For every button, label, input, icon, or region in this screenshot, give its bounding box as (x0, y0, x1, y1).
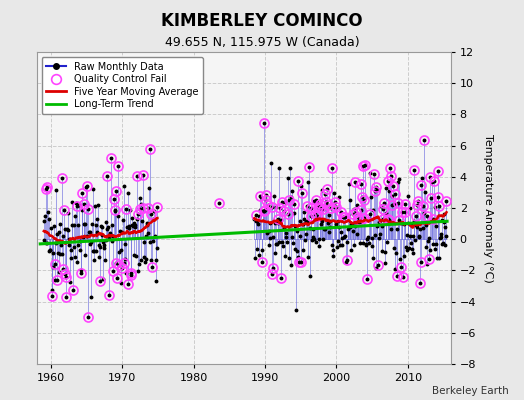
Legend: Raw Monthly Data, Quality Control Fail, Five Year Moving Average, Long-Term Tren: Raw Monthly Data, Quality Control Fail, … (41, 57, 203, 114)
Text: Berkeley Earth: Berkeley Earth (432, 386, 508, 396)
Text: KIMBERLEY COMINCO: KIMBERLEY COMINCO (161, 12, 363, 30)
Text: 49.655 N, 115.975 W (Canada): 49.655 N, 115.975 W (Canada) (165, 36, 359, 49)
Y-axis label: Temperature Anomaly (°C): Temperature Anomaly (°C) (483, 134, 493, 282)
